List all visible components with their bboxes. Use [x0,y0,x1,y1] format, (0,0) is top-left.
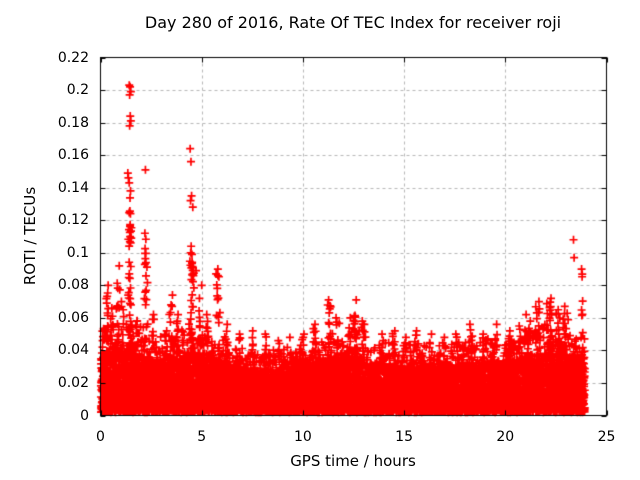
y-tick-label: 0.1 [66,244,89,261]
y-tick-label: 0.02 [57,374,89,391]
chart-title: Day 280 of 2016, Rate Of TEC Index for r… [144,13,562,32]
x-tick-label: 5 [197,429,207,445]
x-tick-label: 0 [96,429,105,445]
y-tick-label: 0 [80,407,89,424]
y-tick-label: 0.12 [57,212,89,229]
x-tick-label: 20 [496,429,515,445]
x-tick-label: 15 [395,429,413,445]
x-tick-label: 10 [293,429,312,445]
y-tick-label: 0.14 [57,179,89,196]
y-tick-label: 0.18 [57,114,89,131]
y-tick-label: 0.06 [57,309,89,326]
y-tick-label: 0.22 [57,49,89,66]
y-axis-label: ROTI / TECUs [21,186,39,286]
y-tick-label: 0.16 [57,147,89,164]
y-tick-label: 0.04 [57,342,89,359]
x-tick-label: 25 [597,429,616,445]
y-tick-label: 0.08 [57,277,89,294]
y-tick-label: 0.2 [66,82,89,99]
x-axis-label: GPS time / hours [290,452,416,470]
